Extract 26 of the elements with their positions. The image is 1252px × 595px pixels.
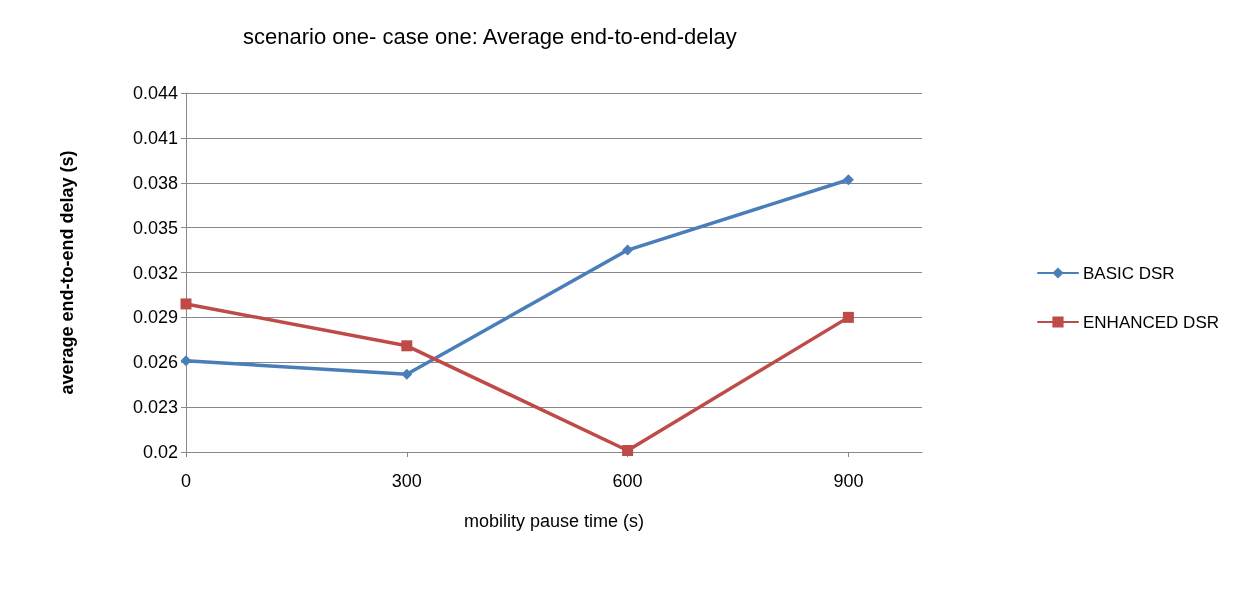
x-tick-label: 0: [180, 471, 192, 491]
x-tick-label: 600: [612, 471, 643, 491]
point: [401, 368, 413, 380]
chart-title: scenario one- case one: Average end-to-end-delay: [243, 23, 737, 49]
y-tick-label: 0.044: [132, 83, 178, 103]
y-tick-label: 0.041: [132, 127, 178, 148]
point: [180, 355, 192, 367]
y-tick-label: 0.026: [132, 352, 178, 373]
y-axis-title: average end-to-end delay (s): [57, 150, 77, 395]
x-tick-label: 900: [833, 471, 864, 491]
y-tick-label: 0.035: [132, 217, 178, 238]
y-tick-label: 0.02: [142, 442, 178, 462]
legend-label: ENHANCED DSR: [1082, 312, 1220, 332]
y-tick-label: 0.038: [132, 172, 178, 193]
x-axis-title: mobility pause time (s): [463, 511, 645, 531]
point: [180, 298, 192, 310]
y-tick-label: 0.023: [132, 397, 178, 418]
legend-label: BASIC DSR: [1082, 263, 1175, 283]
point: [842, 174, 854, 186]
y-tick-label: 0.032: [132, 262, 178, 283]
point: [842, 311, 854, 323]
y-tick-label: 0.029: [132, 307, 178, 328]
x-tick-label: 300: [391, 471, 422, 491]
point: [622, 244, 634, 256]
point: [622, 445, 634, 456]
point: [401, 340, 413, 352]
